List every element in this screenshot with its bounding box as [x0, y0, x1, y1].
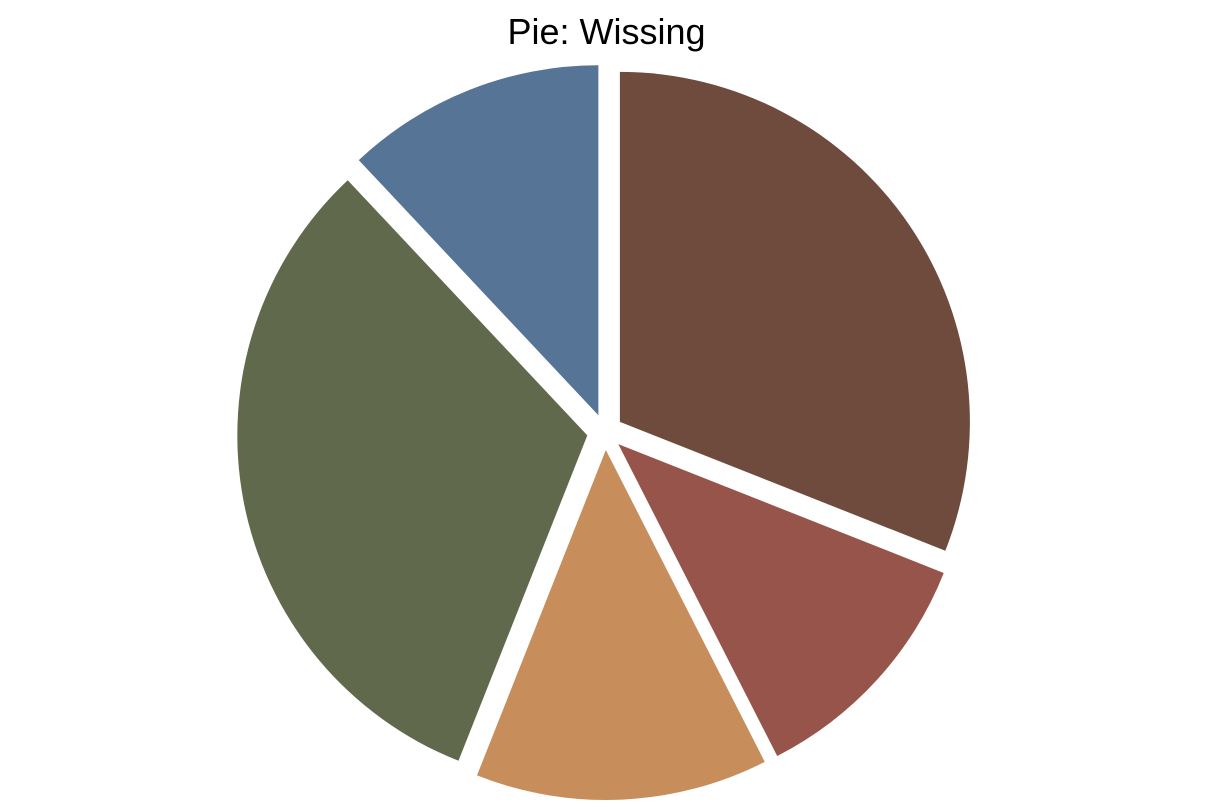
pie-slice-5 [358, 65, 599, 416]
pie-slice-1 [619, 71, 970, 551]
chart-title: Pie: Wissing [507, 11, 706, 52]
pie-slice-2 [618, 444, 944, 756]
pie-slice-4 [237, 180, 588, 761]
pie-slice-3 [477, 449, 765, 800]
